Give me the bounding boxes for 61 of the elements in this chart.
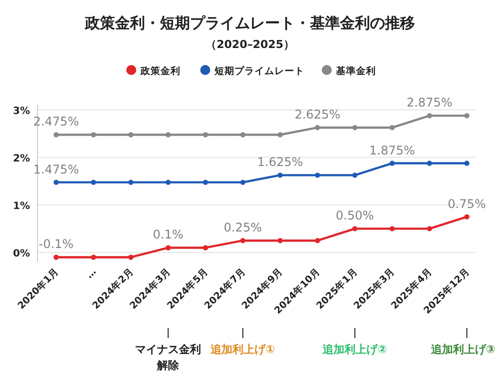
point: [390, 125, 395, 130]
point: [464, 214, 470, 220]
data-label: 0.25%: [224, 220, 262, 235]
legend-label: 基準金利: [334, 65, 376, 77]
point: [278, 132, 283, 138]
data-label: 2.875%: [406, 96, 452, 110]
point: [54, 254, 59, 260]
annotation: 追加利上げ③: [430, 343, 496, 356]
point: [464, 113, 470, 118]
point: [240, 180, 246, 185]
point: [352, 172, 358, 178]
data-label: 2.625%: [294, 108, 340, 122]
point: [202, 132, 208, 138]
point: [352, 125, 358, 130]
y-tick-label: 2%: [13, 153, 30, 164]
point: [90, 254, 96, 260]
point: [240, 132, 246, 138]
point: [128, 132, 134, 138]
chart-title: 政策金利・短期プライムレート・基準金利の推移: [84, 14, 415, 32]
data-label: 0.1%: [152, 228, 184, 242]
point: [426, 160, 432, 166]
point: [128, 254, 134, 260]
data-label: 1.475%: [33, 162, 80, 176]
point: [390, 226, 395, 232]
data-label: 2.475%: [33, 114, 80, 129]
point: [352, 226, 358, 232]
data-label: 0.50%: [336, 208, 374, 223]
point: [166, 132, 171, 138]
annotation: マイナス金利解除: [135, 343, 202, 372]
annotation: 追加利上げ②: [322, 343, 387, 356]
point: [240, 238, 246, 244]
annotation: 追加利上げ①: [210, 343, 275, 356]
point: [426, 113, 432, 118]
point: [202, 245, 208, 250]
y-tick-label: 0%: [13, 248, 30, 260]
point: [314, 172, 320, 178]
point: [54, 180, 59, 185]
point: [54, 132, 59, 138]
point: [464, 160, 470, 166]
data-label: 1.625%: [257, 155, 304, 170]
point: [166, 180, 171, 185]
point: [90, 132, 96, 138]
y-tick-label: 1%: [13, 200, 30, 212]
point: [314, 125, 320, 130]
point: [166, 245, 171, 250]
point: [278, 172, 283, 178]
point: [278, 238, 283, 244]
point: [314, 238, 320, 244]
data-label: 0.75%: [448, 196, 486, 211]
point: [90, 180, 96, 185]
data-label: 1.875%: [369, 143, 416, 158]
legend-label: 短期プライムレート: [213, 65, 304, 77]
point: [202, 180, 208, 185]
y-tick-label: 3%: [13, 106, 30, 117]
x-tick-label: …: [84, 266, 99, 281]
legend-label: 政策金利: [139, 65, 180, 77]
point: [128, 180, 134, 185]
data-label: -0.1%: [38, 237, 74, 252]
point: [426, 226, 432, 232]
chart-subtitle: （2020–2025）: [206, 38, 294, 51]
point: [390, 160, 395, 166]
